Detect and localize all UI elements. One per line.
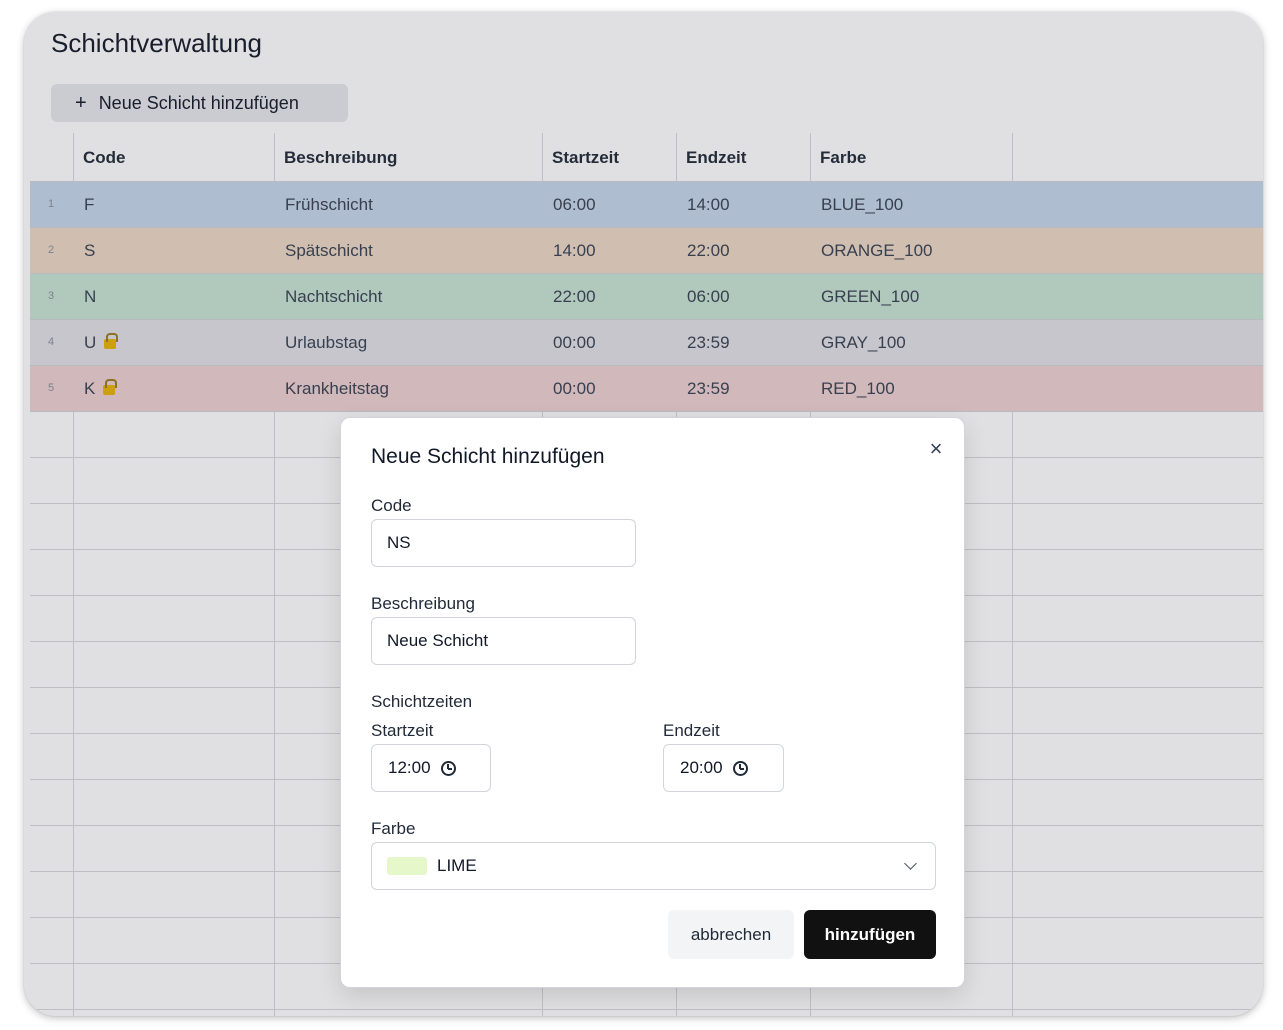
code-input[interactable] (371, 519, 636, 567)
cell-code[interactable]: K (73, 366, 118, 411)
column-divider (73, 133, 74, 1016)
cell-beschreibung[interactable]: Frühschicht (285, 195, 373, 214)
clock-icon[interactable] (732, 760, 748, 776)
table-row[interactable]: 3 N Nachtschicht 22:00 06:00 GREEN_100 (30, 274, 1263, 320)
code-text: N (84, 287, 97, 306)
endzeit-label: Endzeit (663, 721, 720, 740)
header-beschreibung[interactable]: Beschreibung (284, 148, 398, 167)
plus-icon: + (75, 92, 87, 114)
close-icon[interactable]: × (929, 436, 943, 461)
add-shift-dialog: Neue Schicht hinzufügen × Code Beschreib… (340, 417, 965, 988)
table-row[interactable]: 1 F Frühschicht 06:00 14:00 BLUE_100 (30, 182, 1263, 228)
column-divider (274, 133, 275, 1016)
row-number: 5 (48, 382, 55, 394)
add-shift-button[interactable]: + Neue Schicht hinzufügen (51, 84, 348, 122)
cell-code[interactable]: S (73, 228, 95, 273)
cell-farbe[interactable]: BLUE_100 (821, 195, 904, 214)
chevron-down-icon (904, 857, 917, 870)
cell-code[interactable]: N (73, 274, 96, 319)
dialog-title: Neue Schicht hinzufügen (371, 445, 605, 468)
cell-farbe[interactable]: RED_100 (821, 379, 895, 398)
cancel-button[interactable]: abbrechen (668, 910, 794, 959)
cell-beschreibung[interactable]: Urlaubstag (285, 333, 368, 352)
table-header: Code Beschreibung Startzeit Endzeit Farb… (30, 133, 1263, 182)
header-farbe[interactable]: Farbe (820, 148, 867, 167)
column-divider (1012, 133, 1013, 1016)
add-shift-button-label: Neue Schicht hinzufügen (98, 92, 299, 113)
cell-beschreibung[interactable]: Spätschicht (285, 241, 373, 260)
farbe-select[interactable]: LIME (371, 842, 936, 890)
row-number: 4 (48, 336, 55, 348)
cell-beschreibung[interactable]: Nachtschicht (285, 287, 383, 306)
header-code[interactable]: Code (83, 148, 126, 167)
startzeit-value: 12:00 (388, 758, 431, 777)
row-number: 3 (48, 290, 55, 302)
lock-icon (104, 333, 119, 349)
endzeit-value: 20:00 (680, 758, 723, 777)
header-startzeit[interactable]: Startzeit (552, 148, 620, 167)
submit-button[interactable]: hinzufügen (804, 910, 936, 959)
lock-icon (103, 379, 118, 395)
clock-icon[interactable] (440, 760, 456, 776)
endzeit-input[interactable]: 20:00 (663, 744, 784, 792)
empty-row (30, 964, 1263, 1010)
cell-farbe[interactable]: GREEN_100 (821, 287, 920, 306)
beschreibung-input[interactable] (371, 617, 636, 665)
color-swatch (387, 857, 427, 875)
table-row[interactable]: 4 U Urlaubstag 00:00 23:59 GRAY_100 (30, 320, 1263, 366)
cell-farbe[interactable]: ORANGE_100 (821, 241, 933, 260)
code-text: U (84, 333, 97, 352)
row-number: 2 (48, 244, 55, 256)
cell-startzeit[interactable]: 14:00 (553, 241, 596, 260)
cell-endzeit[interactable]: 23:59 (687, 333, 730, 352)
cell-startzeit[interactable]: 06:00 (553, 195, 596, 214)
cell-farbe[interactable]: GRAY_100 (821, 333, 906, 352)
farbe-label: Farbe (371, 819, 416, 838)
code-label: Code (371, 496, 412, 515)
startzeit-input[interactable]: 12:00 (371, 744, 491, 792)
schichtzeiten-label: Schichtzeiten (371, 692, 473, 711)
cell-endzeit[interactable]: 14:00 (687, 195, 730, 214)
row-number: 1 (48, 198, 55, 210)
table-row[interactable]: 5 K Krankheitstag 00:00 23:59 RED_100 (30, 366, 1263, 412)
code-text: K (84, 379, 96, 398)
table-row[interactable]: 2 S Spätschicht 14:00 22:00 ORANGE_100 (30, 228, 1263, 274)
code-text: F (84, 195, 95, 214)
farbe-selected-value: LIME (437, 856, 477, 875)
cell-endzeit[interactable]: 06:00 (687, 287, 730, 306)
cell-startzeit[interactable]: 00:00 (553, 333, 596, 352)
cell-code[interactable]: F (73, 182, 94, 227)
cell-beschreibung[interactable]: Krankheitstag (285, 379, 389, 398)
cell-endzeit[interactable]: 23:59 (687, 379, 730, 398)
beschreibung-label: Beschreibung (371, 594, 475, 613)
header-endzeit[interactable]: Endzeit (686, 148, 747, 167)
cell-startzeit[interactable]: 22:00 (553, 287, 596, 306)
cell-code[interactable]: U (73, 320, 119, 365)
code-text: S (84, 241, 96, 260)
cell-startzeit[interactable]: 00:00 (553, 379, 596, 398)
startzeit-label: Startzeit (371, 721, 434, 740)
page-title: Schichtverwaltung (51, 28, 262, 58)
cell-endzeit[interactable]: 22:00 (687, 241, 730, 260)
